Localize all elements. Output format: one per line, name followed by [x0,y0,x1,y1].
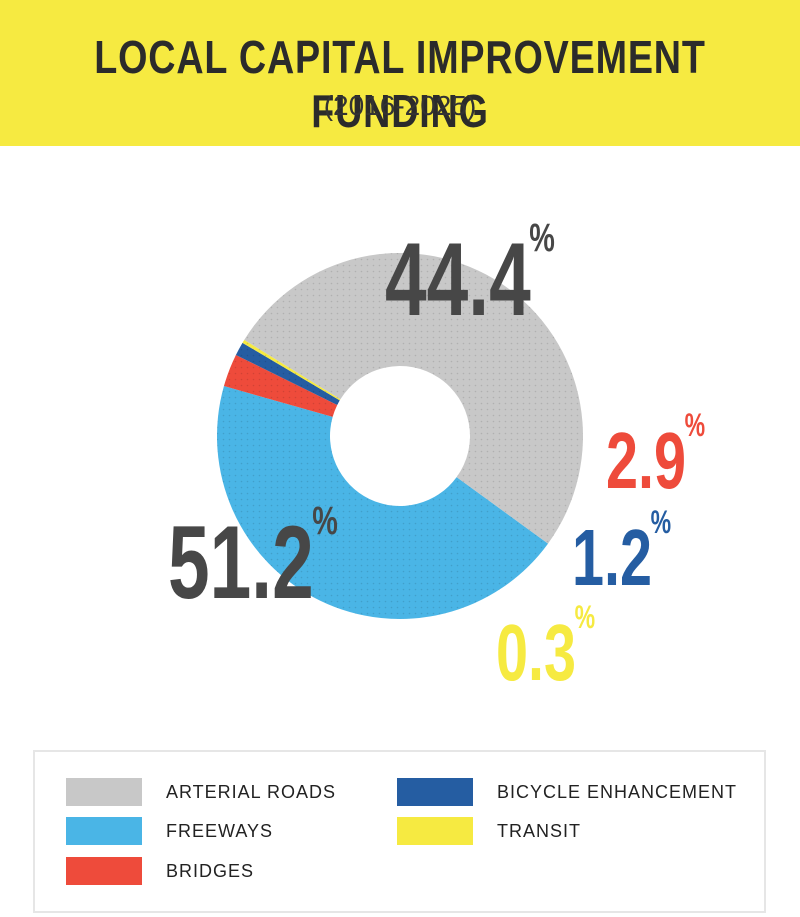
value-label-bridges: 2.9% [606,407,705,505]
legend: ARTERIAL ROADS FREEWAYS BRIDGES BICYCLE … [33,750,766,913]
value-unit: % [685,407,706,443]
value-label-freeways: 44.4% [385,215,555,338]
slice-texture-freeways [217,386,549,619]
header-banner: LOCAL CAPITAL IMPROVEMENT FUNDING (2016-… [0,0,800,146]
slice-texture-bicycle-enhancement [235,342,340,406]
legend-item-transit: TRANSIT [397,816,581,846]
legend-label: ARTERIAL ROADS [166,781,337,802]
chart-subtitle: (2016-2025) [323,90,477,121]
legend-label: BICYCLE ENHANCEMENT [497,781,738,802]
value-label-bicycle-enhancement: 1.2% [572,504,671,602]
value-number: 1.2 [572,513,652,603]
legend-item-bicycle-enhancement: BICYCLE ENHANCEMENT [397,777,737,807]
value-label-transit: 0.3% [496,599,595,697]
value-number: 51.2 [168,505,314,621]
legend-item-freeways: FREEWAYS [66,816,273,846]
value-number: 0.3 [496,608,576,698]
legend-swatch [397,778,473,806]
legend-swatch [66,778,142,806]
donut-chart: 44.4%2.9%1.2%0.3%51.2% [168,215,705,697]
value-number: 2.9 [606,416,686,506]
legend-item-arterial-roads: ARTERIAL ROADS [66,777,336,807]
value-label-arterial-roads: 51.2% [168,498,338,621]
value-unit: % [312,498,338,543]
legend-label: FREEWAYS [166,820,274,841]
value-unit: % [529,215,555,260]
value-number: 44.4 [385,222,531,338]
slice-texture-transit [242,339,341,401]
value-unit: % [575,599,596,635]
legend-label: TRANSIT [497,820,582,841]
legend-item-bridges: BRIDGES [66,856,254,886]
legend-swatch [397,817,473,845]
legend-swatch [66,817,142,845]
chart-title: LOCAL CAPITAL IMPROVEMENT FUNDING [94,31,706,137]
legend-swatch [66,857,142,885]
slice-texture-bridges [223,354,338,417]
value-unit: % [651,504,672,540]
legend-label: BRIDGES [166,860,255,881]
slice-texture-arterial-roads [244,252,584,544]
